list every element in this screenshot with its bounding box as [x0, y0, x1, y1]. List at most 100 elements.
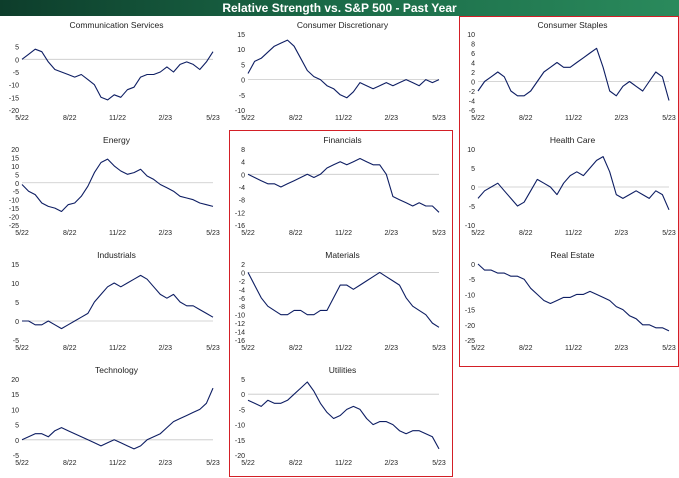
chart-panel: Health Care 10 5 0 -5 -105/22 8/22 11/22 2/23 5/2…: [465, 135, 676, 237]
x-tick-label: 5/23: [206, 115, 220, 122]
x-tick-label: 11/22: [335, 115, 352, 122]
y-tick-label: 15: [237, 32, 245, 39]
series-line: [21, 48, 214, 101]
y-tick-label: 15: [11, 392, 19, 399]
y-tick-label: 4: [471, 61, 475, 68]
x-tick-label: 5/23: [432, 230, 446, 237]
panel-title: Consumer Staples: [538, 20, 608, 30]
y-tick-label: 5: [15, 45, 19, 52]
y-tick-label: -15: [9, 95, 19, 102]
panel-title: Energy: [103, 135, 131, 145]
panel-title: Communication Services: [69, 20, 163, 30]
series-line: [22, 274, 214, 330]
y-tick-label: 15: [11, 155, 19, 162]
y-tick-label: 10: [11, 407, 19, 414]
y-tick-label: 10: [467, 32, 475, 39]
x-tick-label: 5/22: [241, 345, 255, 352]
panel-title: Health Care: [550, 135, 596, 145]
y-tick-label: -10: [465, 292, 475, 299]
series-line: [247, 157, 440, 213]
y-tick-label: -2: [239, 279, 245, 286]
x-tick-label: 5/22: [15, 230, 29, 237]
y-tick-label: -12: [235, 321, 245, 328]
series-line: [21, 387, 214, 450]
y-tick-label: 2: [471, 70, 475, 77]
chart-panel: Real Estate 0 -5 -10 -15 -20 -255/22 8/22 11/22 2…: [465, 250, 676, 352]
x-tick-label: 2/23: [614, 115, 628, 122]
chart-panel: Consumer Discretionary 15 10 5 0 -5 -105/22 8/2…: [235, 20, 446, 122]
y-tick-label: 20: [11, 377, 19, 384]
x-tick-label: 8/22: [519, 230, 533, 237]
y-tick-label: 5: [241, 62, 245, 69]
y-tick-label: 0: [471, 185, 475, 192]
x-tick-label: 5/22: [241, 460, 255, 467]
y-tick-label: -4: [469, 99, 475, 106]
y-tick-label: -2: [469, 89, 475, 96]
x-tick-label: 5/22: [241, 230, 255, 237]
series-line: [21, 158, 214, 213]
x-tick-label: 8/22: [63, 345, 77, 352]
y-tick-label: 10: [11, 281, 19, 288]
x-tick-label: 11/22: [335, 230, 352, 237]
series-line: [247, 39, 440, 99]
panel-title: Materials: [325, 250, 359, 260]
y-tick-label: -5: [469, 277, 475, 284]
chart-panel: Industrials 15 10 5 0 -55/22 8/22 11/22 2/23 5/23: [11, 250, 220, 352]
x-tick-label: 5/23: [662, 115, 676, 122]
x-tick-label: 5/23: [432, 115, 446, 122]
x-tick-label: 2/23: [384, 345, 398, 352]
x-tick-label: 11/22: [565, 345, 582, 352]
chart-panel: Communication Services 5 0 -5 -10 -15 -205/22 8…: [9, 20, 220, 122]
x-tick-label: 2/23: [614, 345, 628, 352]
x-tick-label: 8/22: [63, 115, 77, 122]
chart-panel: Utilities 5 0 -5 -10 -15 -205/22 8/22 11/22 2/23 5…: [235, 365, 446, 467]
series-line: [477, 156, 670, 211]
y-tick-label: 0: [471, 80, 475, 87]
x-tick-label: 11/22: [565, 115, 582, 122]
x-tick-label: 5/22: [15, 115, 29, 122]
y-tick-label: -25: [465, 338, 475, 345]
y-tick-label: -5: [13, 338, 19, 345]
y-tick-label: 5: [15, 172, 19, 179]
x-tick-label: 5/22: [471, 115, 485, 122]
x-tick-label: 8/22: [289, 230, 303, 237]
x-tick-label: 11/22: [109, 115, 126, 122]
y-tick-label: 0: [15, 57, 19, 64]
y-tick-label: -15: [465, 308, 475, 315]
x-tick-label: 11/22: [109, 460, 126, 467]
x-tick-label: 2/23: [614, 230, 628, 237]
x-tick-label: 5/23: [662, 345, 676, 352]
y-tick-label: 5: [15, 300, 19, 307]
y-tick-label: -5: [13, 453, 19, 460]
x-tick-label: 11/22: [109, 345, 126, 352]
x-tick-label: 5/23: [432, 460, 446, 467]
y-tick-label: 20: [11, 147, 19, 154]
highlight-box-right: [459, 16, 679, 367]
y-tick-label: -15: [235, 438, 245, 445]
y-tick-label: -5: [13, 189, 19, 196]
x-tick-label: 5/23: [206, 345, 220, 352]
y-tick-label: -10: [235, 423, 245, 430]
y-tick-label: -16: [235, 338, 245, 345]
y-tick-label: 0: [15, 181, 19, 188]
x-tick-label: 2/23: [384, 230, 398, 237]
y-tick-label: -15: [9, 206, 19, 213]
panel-title: Financials: [323, 135, 361, 145]
y-tick-label: -10: [9, 83, 19, 90]
series-line: [477, 47, 670, 101]
y-tick-label: -8: [239, 304, 245, 311]
y-tick-label: 8: [241, 147, 245, 154]
x-tick-label: 2/23: [384, 115, 398, 122]
y-tick-label: 0: [241, 392, 245, 399]
y-tick-label: -10: [9, 198, 19, 205]
x-tick-label: 5/22: [471, 345, 485, 352]
x-tick-label: 5/22: [15, 460, 29, 467]
x-tick-label: 2/23: [158, 345, 172, 352]
y-tick-label: 4: [241, 160, 245, 167]
x-tick-label: 11/22: [335, 460, 352, 467]
x-tick-label: 8/22: [519, 345, 533, 352]
x-tick-label: 2/23: [158, 115, 172, 122]
y-tick-label: -4: [239, 185, 245, 192]
chart-panel: Consumer Staples 10 8 6 4 2 0 -2 -4 -65/22 8/22 11/…: [467, 20, 676, 122]
